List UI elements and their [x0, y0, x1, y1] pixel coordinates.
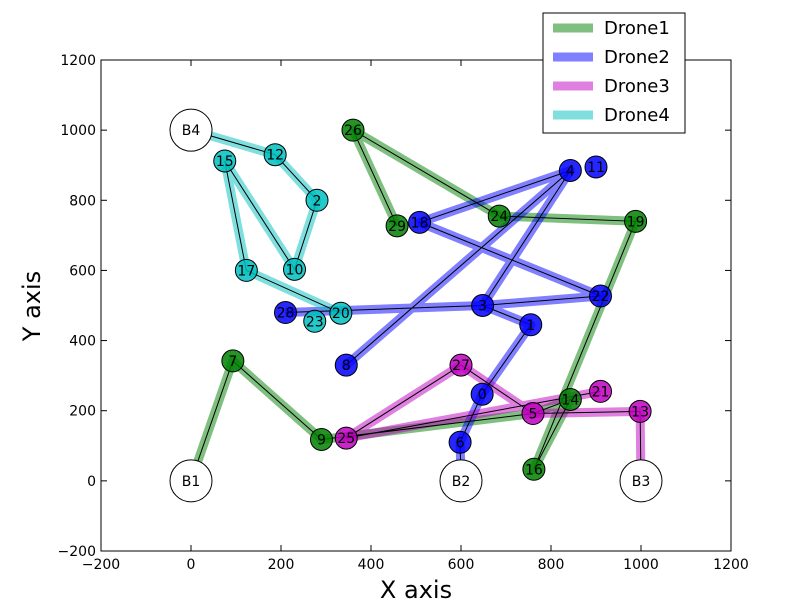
x-tick-label: 0 — [187, 557, 196, 573]
node-marker — [584, 155, 608, 179]
node-label: 26 — [344, 123, 362, 139]
node-marker — [558, 387, 582, 411]
base-label: B2 — [452, 474, 471, 490]
base-marker — [169, 108, 213, 152]
x-axis-ticks: −200 0 200 400 600 800 1000 1200 — [82, 60, 749, 573]
y-axis-title: Y axis — [18, 271, 46, 342]
y-tick-label: 0 — [87, 474, 96, 490]
node-marker — [408, 210, 432, 234]
node-label: 21 — [592, 384, 610, 400]
base-label: B1 — [182, 474, 201, 490]
node-marker — [305, 188, 329, 212]
node-marker — [341, 118, 365, 142]
route-line-0 — [190, 128, 637, 482]
node-label: 10 — [286, 262, 304, 278]
node-marker — [624, 209, 648, 233]
node-label: 7 — [228, 354, 237, 370]
node-marker — [448, 430, 472, 454]
node-marker — [522, 457, 546, 481]
x-tick-label: 1200 — [713, 557, 749, 573]
node-label: 29 — [388, 219, 406, 235]
node-marker — [589, 379, 612, 403]
y-tick-label: 200 — [69, 404, 96, 420]
node-marker — [385, 214, 409, 238]
base-marker — [169, 459, 213, 503]
x-tick-label: −200 — [82, 557, 120, 573]
y-tick-label: −200 — [58, 544, 96, 560]
node-label: 20 — [332, 306, 350, 322]
node-marker — [310, 427, 333, 451]
node-marker — [470, 382, 494, 406]
node-marker — [521, 402, 545, 426]
node-label: 2 — [313, 193, 322, 209]
node-label: 11 — [587, 160, 605, 176]
node-marker — [487, 204, 511, 228]
node-label: 13 — [631, 404, 649, 420]
node-label: 8 — [342, 358, 351, 374]
node-label: 17 — [237, 263, 255, 279]
node-marker — [213, 149, 237, 173]
node-marker — [303, 309, 327, 333]
legend-label: Drone3 — [604, 76, 670, 97]
node-label: 14 — [561, 392, 579, 408]
node-label: 6 — [456, 435, 465, 451]
base-marker — [439, 459, 483, 503]
legend-label: Drone4 — [604, 105, 670, 126]
node-label: 4 — [566, 163, 575, 179]
y-tick-label: 800 — [69, 193, 96, 209]
node-marker — [274, 301, 297, 325]
node-marker — [334, 353, 358, 377]
x-tick-label: 200 — [268, 557, 295, 573]
legend-label: Drone2 — [604, 47, 670, 68]
node-marker — [558, 158, 582, 182]
node-label: 28 — [277, 306, 295, 322]
x-tick-label: 600 — [448, 557, 475, 573]
y-tick-label: 600 — [69, 263, 96, 279]
node-label: 15 — [216, 154, 234, 170]
plot-frame — [100, 59, 732, 552]
node-label: 1 — [526, 318, 535, 334]
node-marker — [234, 258, 258, 282]
node-marker — [449, 353, 473, 377]
node-marker — [263, 143, 287, 167]
node-label: 22 — [592, 289, 610, 305]
node-label: 19 — [627, 214, 645, 230]
base-marker — [619, 459, 663, 503]
base-label: B3 — [632, 474, 651, 490]
node-label: 18 — [411, 215, 429, 231]
node-marker — [283, 257, 306, 281]
x-axis-title: X axis — [380, 576, 452, 604]
node-marker — [471, 294, 495, 317]
node-label: 5 — [529, 407, 538, 423]
node-label: 27 — [452, 358, 470, 374]
y-tick-label: 400 — [69, 334, 96, 350]
node-label: 25 — [337, 431, 355, 447]
node-marker — [334, 426, 358, 450]
x-tick-label: 400 — [358, 557, 385, 573]
y-tick-label: 1000 — [60, 123, 96, 139]
legend: Drone1 Drone2 Drone3 Drone4 — [542, 12, 686, 134]
x-tick-label: 800 — [538, 557, 565, 573]
node-label: 0 — [478, 387, 487, 403]
node-marker — [589, 284, 612, 308]
node-marker — [221, 349, 245, 373]
legend-label: Drone1 — [604, 18, 670, 39]
node-label: 3 — [478, 299, 487, 315]
node-marker — [628, 399, 652, 423]
base-stations: B1 B2 B3 B4 — [169, 108, 663, 503]
node-marker — [519, 313, 543, 337]
base-label: B4 — [182, 123, 201, 139]
node-label: 24 — [490, 209, 508, 225]
node-label: 12 — [266, 148, 284, 164]
node-label: 9 — [317, 432, 326, 448]
y-tick-label: 1200 — [60, 53, 96, 69]
node-label: 23 — [306, 314, 324, 330]
x-tick-label: 1000 — [623, 557, 659, 573]
node-marker — [329, 301, 353, 325]
node-label: 16 — [525, 462, 543, 478]
route-line-2 — [346, 364, 642, 481]
